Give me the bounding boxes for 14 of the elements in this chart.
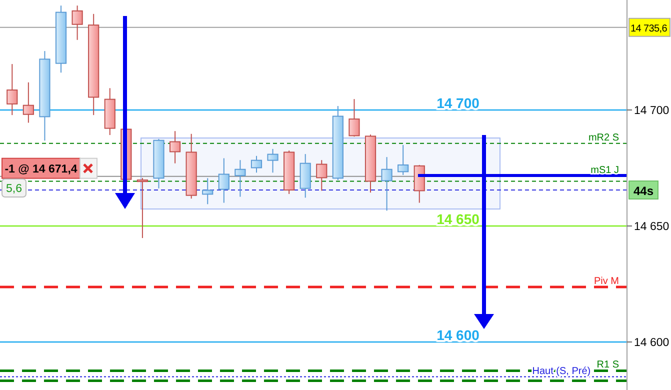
ref-line-label: mR2 S [588,132,620,144]
ref-line-label: Piv M [594,276,619,287]
annotation: 5,6 [6,183,22,195]
ref-line-label: R1 S [596,360,620,371]
y-tick-label: 14 700 [436,94,480,111]
annotation: -1 @ 14 671,4 [4,163,78,176]
ref-line-label: 14 650 [634,220,670,233]
ref-line-label: 14 700 [634,104,670,117]
y-tick-label: 14 650 [436,210,480,227]
ref-line-label: 14 735,6 [630,23,668,34]
y-tick-label: 14 600 [436,326,480,343]
text: 44s [633,184,654,198]
ref-line-label: 14 600 [634,336,670,349]
ref-line-label: mS1 J [590,165,619,176]
